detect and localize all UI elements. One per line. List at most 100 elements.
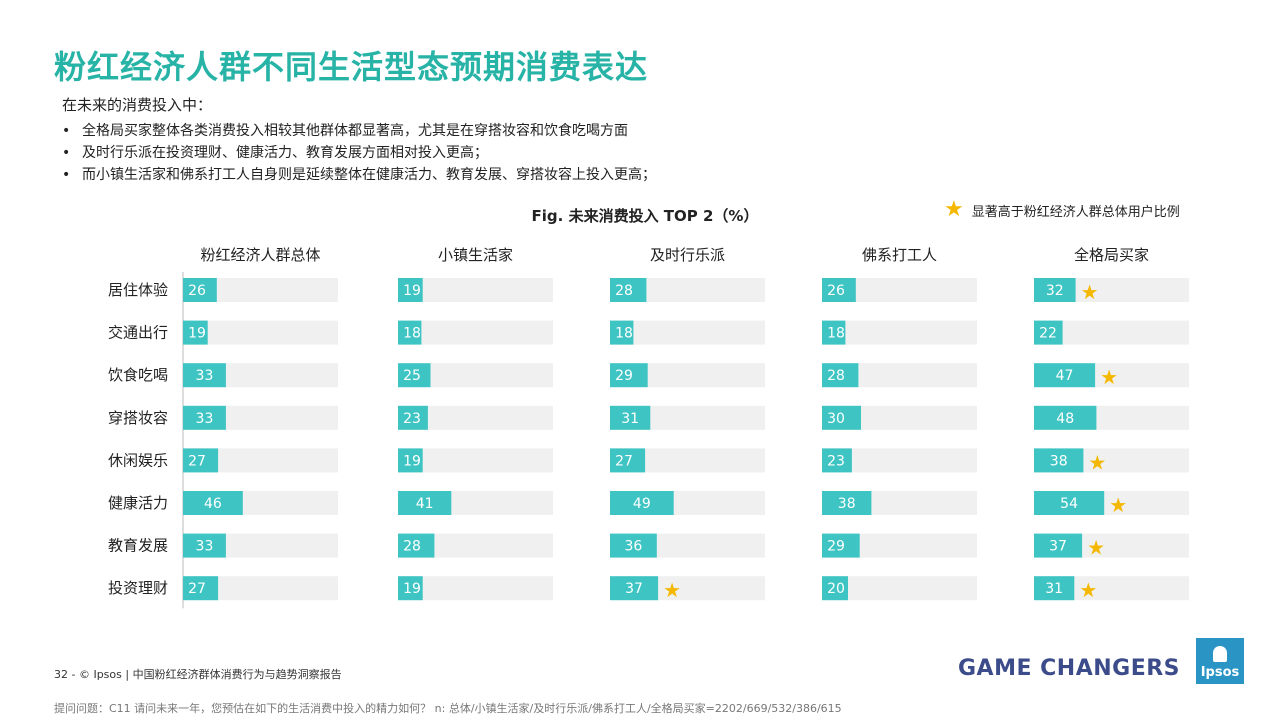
bar-track <box>398 448 553 473</box>
data-label: 27 <box>188 581 206 597</box>
category-label: 教育发展 <box>108 537 168 555</box>
bar <box>183 405 226 430</box>
data-label: 30 <box>827 411 845 427</box>
category-label: 健康活力 <box>108 494 168 512</box>
bullet-item: 及时行乐派在投资理财、健康活力、教育发展方面相对投入更高； <box>62 142 656 164</box>
data-label: 18 <box>615 326 633 342</box>
category-label: 交通出行 <box>108 324 168 342</box>
data-label: 19 <box>188 326 206 342</box>
data-label: 41 <box>416 496 434 512</box>
ipsos-logo: Ipsos <box>1196 638 1244 684</box>
bar-track <box>610 320 765 345</box>
bar <box>183 491 243 515</box>
data-label: 28 <box>403 539 421 555</box>
bullet-item: 而小镇生活家和佛系打工人自身则是延续整体在健康活力、教育发展、穿搭妆容上投入更高… <box>62 164 656 186</box>
data-label: 29 <box>827 539 845 555</box>
bar <box>1034 405 1097 430</box>
series-header: 粉红经济人群总体 <box>200 246 320 264</box>
data-label: 46 <box>204 496 222 512</box>
data-label: 19 <box>403 581 421 597</box>
bar <box>398 278 423 302</box>
data-label: 31 <box>621 411 639 427</box>
bar <box>183 533 226 558</box>
data-label: 23 <box>827 453 845 469</box>
data-label: 28 <box>615 283 633 299</box>
chart-legend: ★ 显著高于粉红经济人群总体用户比例 <box>944 199 1180 221</box>
bullet-list: 全格局买家整体各类消费投入相较其他群体都显著高，尤其是在穿搭妆容和饮食吃喝方面 … <box>62 120 656 186</box>
data-label: 37 <box>1049 539 1067 555</box>
star-icon: ★ <box>944 197 964 222</box>
bar <box>183 363 226 388</box>
bar <box>398 533 435 558</box>
bar <box>398 448 423 473</box>
bar <box>822 491 872 515</box>
bar <box>1034 363 1096 388</box>
bar <box>1034 576 1075 601</box>
page-title: 粉红经济人群不同生活型态预期消费表达 <box>54 48 649 86</box>
bar <box>1034 278 1076 302</box>
bar <box>1034 491 1105 515</box>
bar <box>183 448 219 473</box>
star-icon: ★ <box>1081 280 1099 304</box>
bar <box>1034 448 1084 473</box>
series-header: 小镇生活家 <box>438 246 513 264</box>
series-header: 及时行乐派 <box>650 246 725 264</box>
chart-title: Fig. 未来消费投入 TOP 2（%） <box>531 207 759 225</box>
bar-track <box>398 576 553 601</box>
star-icon: ★ <box>1100 365 1118 389</box>
star-icon: ★ <box>1079 578 1097 602</box>
bar <box>610 278 647 302</box>
series-header: 佛系打工人 <box>862 246 937 264</box>
bar <box>1034 533 1083 558</box>
bar <box>610 448 646 473</box>
category-label: 穿搭妆容 <box>108 409 168 427</box>
data-label: 37 <box>625 581 643 597</box>
data-label: 28 <box>827 368 845 384</box>
data-label: 19 <box>403 283 421 299</box>
bar-track <box>398 278 553 302</box>
legend-label: 显著高于粉红经济人群总体用户比例 <box>971 204 1180 220</box>
star-icon: ★ <box>663 578 681 602</box>
bar <box>1034 320 1063 345</box>
bar <box>398 405 428 430</box>
data-label: 38 <box>1050 453 1068 469</box>
bar <box>398 320 422 345</box>
bar <box>610 363 648 388</box>
bar <box>822 363 859 388</box>
data-label: 27 <box>615 453 633 469</box>
data-label: 22 <box>1039 326 1057 342</box>
bar <box>610 533 657 558</box>
data-label: 25 <box>403 368 421 384</box>
bar <box>610 405 651 430</box>
bar-track <box>183 320 338 345</box>
bar <box>610 576 659 601</box>
series-header: 全格局买家 <box>1074 246 1149 264</box>
category-label: 投资理财 <box>108 579 168 597</box>
data-label: 54 <box>1060 496 1078 512</box>
data-label: 48 <box>1056 411 1074 427</box>
data-label: 20 <box>827 581 845 597</box>
bar <box>183 576 219 601</box>
bar <box>183 320 208 345</box>
bullet-item: 全格局买家整体各类消费投入相较其他群体都显著高，尤其是在穿搭妆容和饮食吃喝方面 <box>62 120 656 142</box>
category-label: 居住体验 <box>108 281 168 299</box>
intro-text: 在未来的消费投入中： <box>62 96 213 114</box>
category-label: 休闲娱乐 <box>108 451 168 469</box>
data-label: 27 <box>188 453 206 469</box>
bar <box>398 363 431 388</box>
data-label: 47 <box>1056 368 1074 384</box>
data-label: 33 <box>196 539 214 555</box>
data-label: 36 <box>624 539 642 555</box>
data-label: 29 <box>615 368 633 384</box>
data-label: 38 <box>838 496 856 512</box>
bar <box>610 320 634 345</box>
data-label: 18 <box>403 326 421 342</box>
bar <box>183 278 217 302</box>
bar <box>822 533 860 558</box>
data-label: 32 <box>1046 283 1064 299</box>
data-label: 23 <box>403 411 421 427</box>
star-icon: ★ <box>1087 536 1105 560</box>
data-label: 18 <box>827 326 845 342</box>
bar <box>610 491 674 515</box>
